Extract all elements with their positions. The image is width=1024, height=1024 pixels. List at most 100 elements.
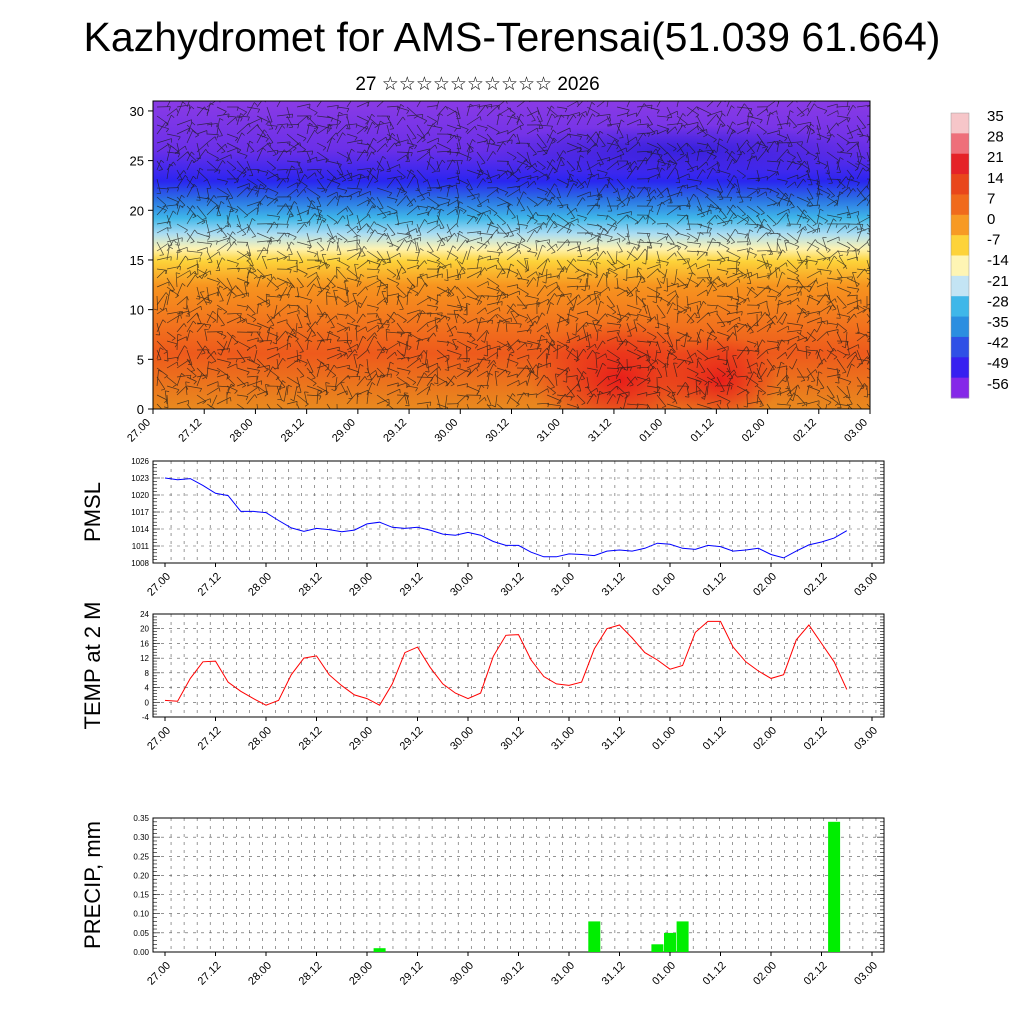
wind-barb: [326, 169, 337, 179]
wind-barb: [496, 130, 509, 135]
wind-barb-flag: [229, 223, 232, 228]
wind-barb-flag: [470, 145, 474, 149]
wind-barb: [546, 339, 553, 351]
wind-barb-flag: [614, 274, 618, 278]
wind-barb: [466, 169, 481, 176]
wind-barb: [326, 176, 335, 189]
wind-barb: [686, 390, 701, 396]
wind-barb: [636, 276, 643, 288]
wind-barb: [196, 313, 202, 324]
wind-barb-flag: [811, 380, 816, 383]
wind-barb-flag: [833, 356, 838, 360]
wind-barb: [416, 386, 430, 396]
wind-barb-flag: [454, 232, 457, 237]
wind-barb: [456, 286, 467, 298]
wind-barb-flag: [698, 381, 702, 385]
wind-barb-flag: [260, 274, 265, 278]
wind-barb: [456, 187, 460, 199]
wind-barb-flag: [674, 252, 677, 257]
wind-barb: [726, 323, 737, 333]
wind-barb: [706, 337, 709, 351]
wind-barb: [736, 103, 745, 117]
wind-barb-flag: [319, 395, 322, 400]
wind-barb: [516, 159, 527, 171]
wind-barb: [646, 286, 661, 295]
wind-barb-flag: [542, 146, 547, 149]
wind-barb: [816, 222, 820, 234]
wind-barb-flag: [279, 297, 282, 302]
wind-barb-flag: [835, 223, 838, 228]
wind-barb-flag: [846, 247, 851, 252]
wind-barb-flag: [476, 318, 478, 323]
wind-barb-flag: [492, 151, 496, 155]
wind-barb: [506, 228, 520, 234]
wind-barb: [326, 346, 340, 351]
wind-barb: [266, 353, 280, 360]
wind-barb: [716, 320, 731, 324]
wind-barb: [536, 325, 546, 333]
wind-barb: [806, 400, 820, 405]
wind-barb-flag: [530, 329, 532, 334]
wind-barb-flag: [306, 116, 309, 121]
wind-barb-flag: [616, 385, 619, 390]
wind-barb: [836, 241, 851, 249]
wind-barb: [826, 236, 840, 243]
wind-barb-flag: [596, 252, 599, 257]
wind-barb-flag: [311, 377, 316, 380]
wind-barb: [776, 361, 782, 378]
wind-barb: [566, 348, 574, 360]
wind-barb-flag: [335, 315, 338, 320]
wind-barb-flag: [726, 335, 730, 340]
wind-barb-flag: [288, 283, 292, 288]
wind-barb-flag: [747, 248, 749, 253]
wind-barb-flag: [672, 302, 676, 306]
wind-barb: [506, 263, 512, 279]
wind-barb: [476, 370, 488, 378]
wind-barb: [296, 277, 304, 287]
wind-barb: [726, 272, 743, 279]
wind-barb: [346, 343, 358, 351]
wind-barb: [426, 362, 438, 369]
wind-barb-flag: [809, 286, 812, 291]
wind-barb: [226, 241, 235, 252]
wind-barb: [506, 244, 519, 252]
wind-barb: [556, 286, 565, 296]
wind-barb: [296, 209, 309, 216]
wind-barb-flag: [676, 339, 681, 342]
wind-barb: [826, 196, 838, 204]
wind-barb: [866, 223, 870, 228]
wind-barb: [286, 259, 298, 262]
wind-barb-flag: [590, 232, 593, 237]
wind-barb: [736, 389, 747, 396]
wind-barb-flag: [567, 367, 571, 372]
wind-barb: [556, 115, 569, 117]
wind-barb: [186, 263, 199, 270]
wind-barb: [236, 151, 248, 156]
wind-barb: [486, 104, 500, 108]
wind-barb: [856, 356, 868, 369]
wind-barb-flag: [721, 260, 726, 263]
wind-barb: [416, 131, 429, 144]
wind-barb: [776, 325, 789, 333]
wind-barb: [606, 367, 619, 369]
wind-barb-flag: [710, 377, 715, 380]
wind-barb: [366, 373, 377, 387]
wind-barb-flag: [619, 394, 624, 398]
wind-barb: [596, 187, 601, 200]
wind-barb-flag: [634, 160, 637, 165]
wind-barb-flag: [279, 239, 281, 245]
wind-barb: [576, 349, 579, 361]
wind-barb-flag: [684, 396, 690, 398]
wind-barb-flag: [876, 314, 878, 318]
wind-barb: [256, 322, 270, 329]
wind-barb: [816, 241, 831, 251]
wind-barb: [736, 169, 746, 177]
wind-barb-flag: [413, 175, 417, 180]
wind-barb: [266, 221, 275, 234]
wind-barb-flag: [396, 247, 400, 251]
wind-barb: [396, 382, 408, 387]
wind-barb-flag: [365, 120, 369, 125]
wind-barb-flag: [407, 370, 411, 375]
wind-barb-flag: [520, 209, 525, 212]
wind-barb: [626, 376, 636, 387]
